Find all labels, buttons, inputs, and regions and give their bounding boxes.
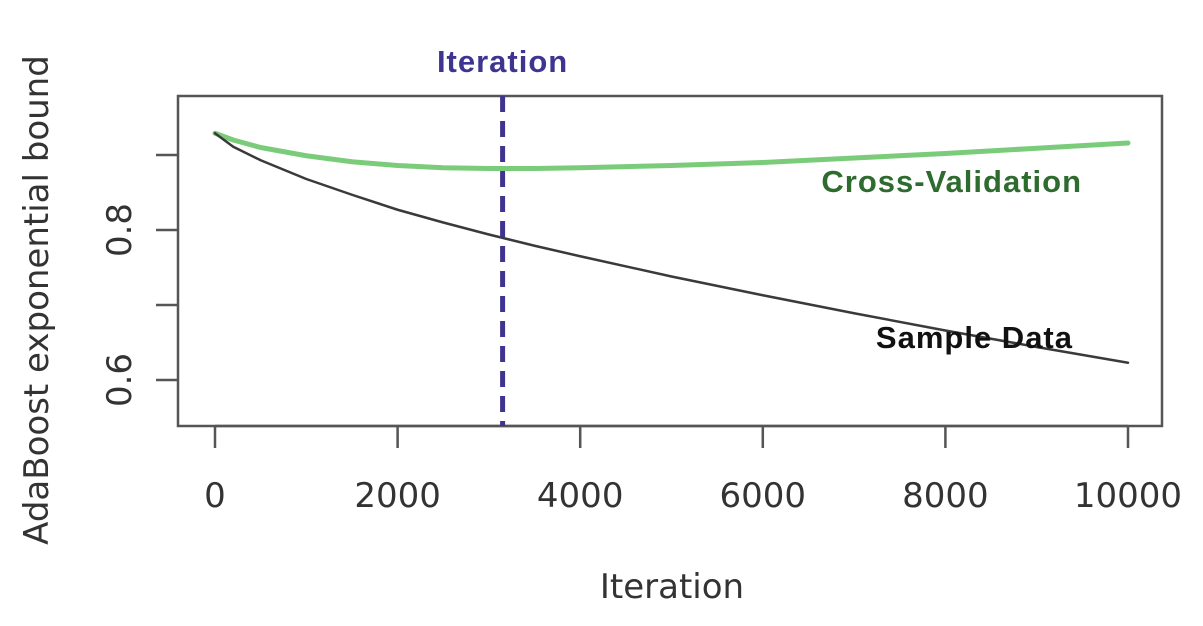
- x-tick-label: 0: [204, 476, 226, 516]
- y-axis: 0.6 0.8: [100, 153, 178, 407]
- series-label-sample-data: Sample Data: [876, 320, 1073, 355]
- x-axis: 0 2000 4000 6000 8000 10000: [204, 424, 1182, 516]
- x-tick-label: 6000: [720, 476, 807, 516]
- y-tick-label: 0.6: [100, 353, 140, 407]
- series-label-cross-validation: Cross-Validation: [821, 164, 1082, 199]
- series-line-cross-validation: [212, 130, 1131, 171]
- annotation-layer: Iteration: [437, 44, 568, 426]
- x-tick-label: 10000: [1074, 476, 1182, 516]
- iteration-marker-label: Iteration: [437, 44, 568, 79]
- series-layer: Cross-Validation Sample Data: [212, 130, 1131, 364]
- x-tick-label: 4000: [537, 476, 624, 516]
- y-tick-label: 0.8: [100, 203, 140, 257]
- plot-frame: [176, 94, 1164, 428]
- x-axis-title: Iteration: [600, 567, 744, 607]
- x-tick-label: 2000: [354, 476, 441, 516]
- x-tick-label: 8000: [902, 476, 989, 516]
- series-line-sample-data: [213, 132, 1130, 364]
- y-axis-title: AdaBoost exponential bound: [17, 55, 57, 545]
